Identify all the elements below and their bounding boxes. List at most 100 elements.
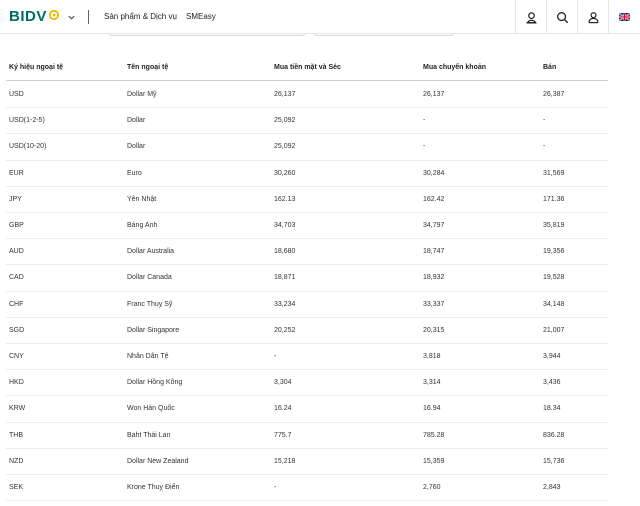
cell-buy-cash: 162.13 [274,195,296,203]
cell-buy-transfer: 15,359 [423,457,445,465]
cell-sell: 836.28 [543,431,565,439]
site-header: BIDV Sản phẩm & Dịch vụ SMEasy [0,0,640,34]
cell-buy-cash: 25,092 [274,143,296,151]
cell-currency-code: EUR [9,169,24,177]
language-button[interactable] [608,0,640,34]
cell-currency-name: Dollar Mỹ [127,91,157,98]
cell-currency-name: Dollar Hồng Kông [127,379,183,387]
branch-locator-button[interactable] [515,0,546,34]
header-buy-cash: Mua tiền mặt và Séc [274,64,341,71]
cell-buy-transfer: 162.42 [423,195,445,203]
cell-currency-name: Krone Thuỵ Điển [127,484,180,491]
cell-currency-name: Dollar Singapore [127,326,180,334]
cell-sell: 3,944 [543,353,561,360]
cell-buy-cash: 26,137 [274,91,296,98]
cell-buy-cash: 16.24 [274,405,292,413]
cell-buy-transfer: - [423,117,426,125]
cell-currency-code: SGD [9,326,25,334]
search-button[interactable] [546,0,577,34]
table-row: AUD Dollar Australia 18,680 18,747 19,356 [6,239,608,266]
table-row: KRW Won Hàn Quốc 16.24 16.94 18.34 [6,396,608,423]
cell-sell: 34,148 [543,300,565,308]
cell-buy-transfer: - [423,143,426,151]
cell-sell: 2,843 [543,484,561,491]
cell-sell: - [543,117,546,125]
cell-buy-cash: 775.7 [274,431,292,439]
cell-currency-name: Dollar [127,143,146,151]
cell-currency-code: HKD [9,379,24,387]
bidv-logo[interactable]: BIDV [9,8,60,25]
cell-currency-code: JPY [9,195,22,203]
cell-currency-code: USD(10-20) [9,143,47,151]
cell-currency-code: CNY [9,353,24,360]
header-buy-transfer: Mua chuyển khoản [423,64,487,71]
table-row: USD Dollar Mỹ 26,137 26,137 26,387 [6,82,608,109]
cell-buy-transfer: 18,747 [423,248,445,256]
cell-buy-transfer: 16.94 [423,405,441,413]
cell-buy-cash: 30,260 [274,169,296,177]
cell-buy-cash: 25,092 [274,117,296,125]
table-row: SGD Dollar Singapore 20,252 20,315 21,007 [6,318,608,344]
cell-buy-cash: - [274,484,277,491]
cell-sell: 171.36 [543,195,565,203]
cell-sell: 21,007 [543,326,565,334]
cell-currency-code: CHF [9,300,24,308]
brand-name: BIDV [9,8,47,25]
table-row: USD(10-20) Dollar 25,092 - - [6,134,608,161]
chevron-down-icon[interactable] [67,13,76,22]
cell-currency-name: Bảng Anh [127,222,158,229]
header-currency-name: Tên ngoại tệ [127,64,169,71]
table-header: Ký hiệu ngoại tệ Tên ngoại tệ Mua tiền m… [6,52,608,81]
cell-buy-transfer: 34,797 [423,222,445,229]
table-row: EUR Euro 30,260 30,284 31,569 [6,161,608,187]
cell-currency-name: Won Hàn Quốc [127,405,175,413]
cell-buy-cash: 20,252 [274,326,296,334]
cell-buy-cash: 3,304 [274,379,292,387]
cell-buy-transfer: 18,932 [423,274,445,282]
search-icon [556,11,568,23]
cell-buy-cash: 15,218 [274,457,296,465]
cell-buy-transfer: 30,284 [423,169,445,177]
table-row: NZD Dollar New Zealand 15,218 15,359 15,736 [6,449,608,475]
table-row: USD(1-2-5) Dollar 25,092 - - [6,108,608,135]
cell-sell: 18.34 [543,405,561,413]
cell-currency-code: USD(1-2-5) [9,117,45,125]
table-row: JPY Yên Nhật 162.13 162.42 171.36 [6,187,608,213]
account-button[interactable] [577,0,608,34]
cell-currency-name: Dollar New Zealand [127,457,189,465]
header-currency-code: Ký hiệu ngoại tệ [9,64,64,71]
cell-currency-name: Dollar Australia [127,248,175,256]
cell-sell: 35,819 [543,222,565,229]
cell-currency-name: Franc Thuỵ Sỹ [127,300,173,308]
cell-currency-code: CAD [9,274,24,282]
cell-currency-code: KRW [9,405,26,413]
table-row: THB Baht Thái Lan 775.7 785.28 836.28 [6,423,608,449]
cell-sell: 15,736 [543,457,565,465]
cell-currency-code: SEK [9,484,24,491]
cell-currency-code: AUD [9,248,24,256]
cell-sell: - [543,143,546,151]
cell-currency-code: USD [9,91,24,98]
cell-buy-transfer: 33,337 [423,300,445,308]
cell-sell: 19,356 [543,248,565,256]
uk-flag-icon [619,13,630,21]
cell-buy-transfer: 26,137 [423,91,445,98]
nav-products-services[interactable]: Sản phẩm & Dịch vụ [104,12,177,21]
cell-buy-cash: 18,680 [274,248,296,256]
table-row: CNY Nhân Dân Tệ - 3,818 3,944 [6,344,608,371]
bidv-star-icon [48,9,59,20]
cell-buy-transfer: 785.28 [423,431,445,439]
cell-currency-name: Dollar Canada [127,274,172,282]
cell-currency-name: Euro [127,169,142,177]
cell-currency-name: Nhân Dân Tệ [127,353,169,360]
nav-smeasy[interactable]: SMEasy [186,12,216,21]
cell-buy-cash: 33,234 [274,300,296,308]
cell-sell: 19,528 [543,274,565,282]
table-row: HKD Dollar Hồng Kông 3,304 3,314 3,436 [6,370,608,397]
cell-sell: 3,436 [543,379,561,387]
cell-buy-transfer: 20,315 [423,326,445,334]
cell-buy-cash: - [274,353,277,360]
user-icon [587,11,599,23]
cell-currency-name: Baht Thái Lan [127,431,171,439]
cell-currency-code: NZD [9,457,24,465]
